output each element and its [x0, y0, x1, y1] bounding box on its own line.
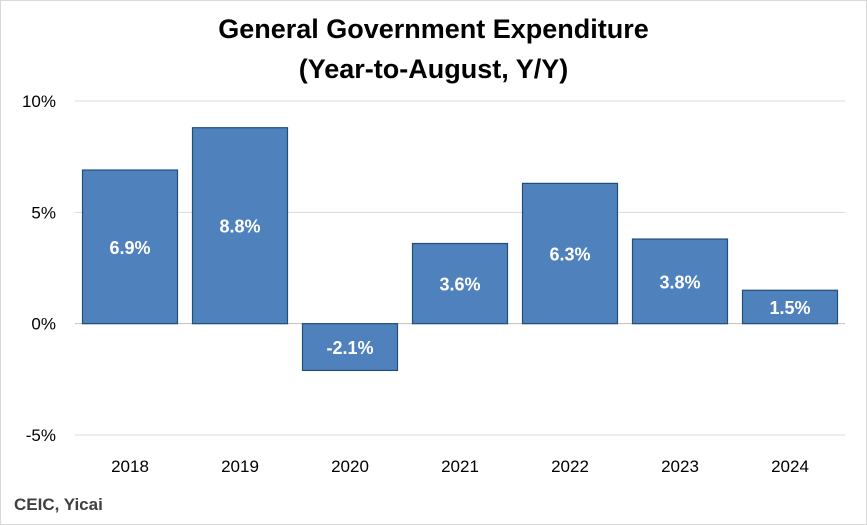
- x-tick-label: 2021: [441, 457, 479, 476]
- bar-2024: [741, 289, 839, 325]
- bar-2018: [81, 169, 179, 325]
- source-note: CEIC, Yicai: [14, 495, 103, 514]
- y-tick-label: 5%: [31, 203, 56, 222]
- x-tick-label: 2020: [331, 457, 369, 476]
- x-tick-label: 2022: [551, 457, 589, 476]
- data-label-2019: 8.8%: [219, 217, 260, 237]
- bar-2023: [631, 238, 729, 325]
- x-tick-label: 2019: [221, 457, 259, 476]
- y-tick-label: 0%: [31, 315, 56, 334]
- data-label-2018: 6.9%: [109, 238, 150, 258]
- x-tick-label: 2023: [661, 457, 699, 476]
- chart-subtitle: (Year-to-August, Y/Y): [298, 54, 569, 84]
- x-tick-label: 2018: [111, 457, 149, 476]
- bars: [81, 127, 839, 372]
- data-label-2022: 6.3%: [549, 245, 590, 265]
- y-tick-label: -5%: [26, 426, 56, 445]
- x-tick-label: 2024: [771, 457, 809, 476]
- chart-title: General Government Expenditure: [218, 14, 649, 44]
- data-label-2020: -2.1%: [326, 338, 373, 358]
- y-axis-ticks: 10% 5% 0% -5%: [22, 92, 56, 445]
- bar-2021: [411, 242, 509, 325]
- bar-2022: [521, 182, 619, 325]
- data-label-2024: 1.5%: [769, 298, 810, 318]
- bar-2020: [301, 323, 399, 372]
- y-tick-label: 10%: [22, 92, 56, 111]
- data-label-2023: 3.8%: [659, 272, 700, 292]
- bar-2019: [191, 127, 289, 325]
- x-axis-ticks: 2018 2019 2020 2021 2022 2023 2024: [111, 457, 809, 476]
- data-label-2021: 3.6%: [439, 275, 480, 295]
- data-labels: 6.9% 8.8% -2.1% 3.6% 6.3% 3.8% 1.5%: [109, 217, 810, 358]
